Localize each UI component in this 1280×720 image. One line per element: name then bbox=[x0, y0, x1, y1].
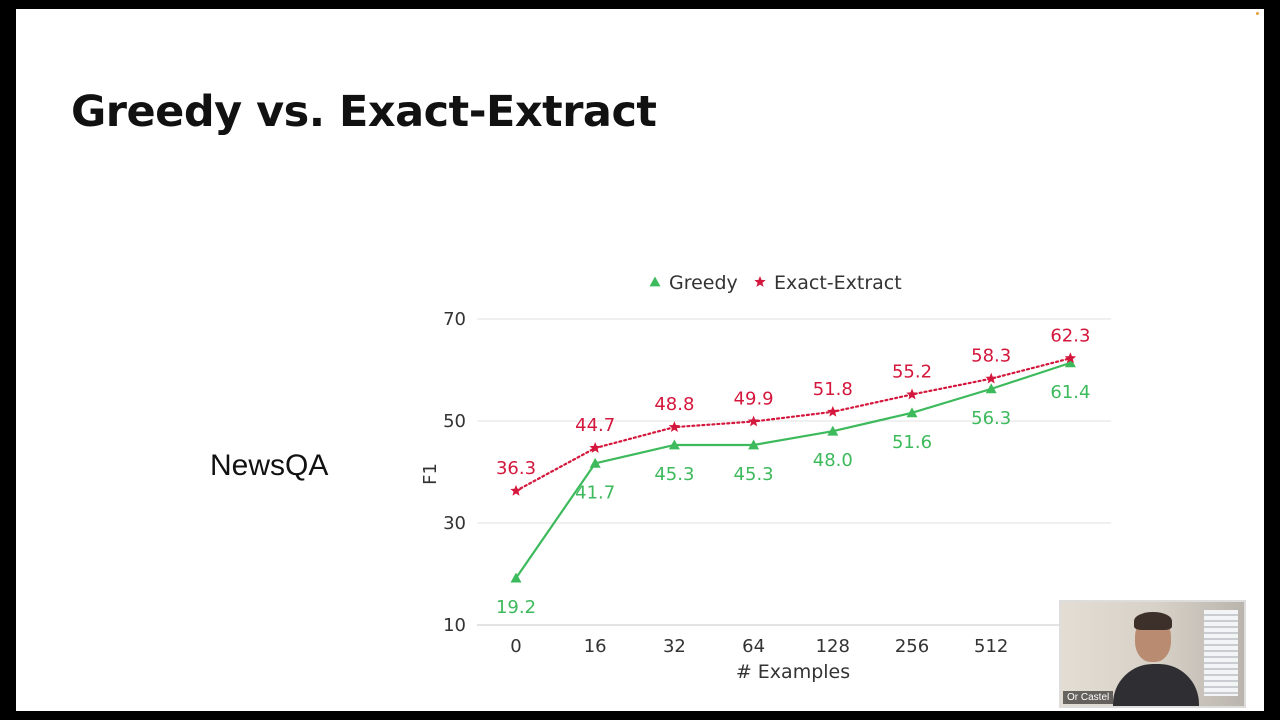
star-marker bbox=[589, 442, 601, 453]
recording-indicator-dot bbox=[1256, 12, 1259, 15]
data-label: 48.0 bbox=[813, 450, 853, 471]
data-label: 55.2 bbox=[892, 361, 932, 382]
triangle-marker bbox=[827, 425, 839, 436]
data-label: 48.8 bbox=[654, 394, 694, 415]
webcam-participant-name: Or Castel bbox=[1063, 691, 1114, 704]
data-label: 61.4 bbox=[1050, 382, 1090, 403]
data-label: 62.3 bbox=[1050, 325, 1090, 346]
x-tick-label: 256 bbox=[895, 636, 929, 657]
y-axis-title: F1 bbox=[420, 463, 441, 485]
y-tick-label: 30 bbox=[443, 513, 466, 534]
triangle-marker bbox=[906, 407, 918, 418]
triangle-marker bbox=[1064, 357, 1076, 368]
data-label: 45.3 bbox=[734, 464, 774, 485]
chart-data-labels: 19.2 41.7 45.3 45.3 48.0 51.6 56.3 61.4 36.3 44.7… bbox=[496, 325, 1090, 618]
x-tick-label: 512 bbox=[974, 636, 1008, 657]
data-label: 45.3 bbox=[654, 464, 694, 485]
star-marker bbox=[747, 415, 760, 427]
chart-gridlines bbox=[477, 318, 1111, 626]
x-tick-label: 0 bbox=[510, 636, 521, 657]
y-tick-label: 50 bbox=[443, 411, 466, 432]
y-axis-ticks: 10 30 50 70 bbox=[443, 309, 466, 636]
x-tick-label: 16 bbox=[584, 636, 607, 657]
dataset-label: NewsQA bbox=[210, 449, 329, 482]
series-line-exact-extract bbox=[514, 357, 1072, 492]
chart-legend: Greedy Exact-Extract bbox=[649, 272, 902, 294]
series-line-greedy bbox=[514, 361, 1072, 580]
data-label: 36.3 bbox=[496, 458, 536, 479]
y-tick-label: 10 bbox=[443, 615, 466, 636]
data-label: 49.9 bbox=[734, 389, 774, 410]
data-label: 58.3 bbox=[971, 346, 1011, 367]
x-tick-label: 128 bbox=[816, 636, 850, 657]
legend-star-marker bbox=[754, 276, 766, 287]
triangle-marker bbox=[668, 439, 680, 450]
triangle-marker bbox=[510, 572, 522, 583]
data-label: 56.3 bbox=[971, 408, 1011, 429]
data-label: 51.6 bbox=[892, 432, 932, 453]
triangle-marker bbox=[748, 439, 760, 450]
slide-title: Greedy vs. Exact-Extract bbox=[71, 87, 657, 137]
slide: Greedy vs. Exact-Extract NewsQA bbox=[16, 9, 1264, 711]
x-tick-label: 64 bbox=[742, 636, 765, 657]
x-axis-title: # Examples bbox=[736, 661, 850, 683]
webcam-person-hair bbox=[1134, 612, 1172, 630]
y-tick-label: 70 bbox=[443, 309, 466, 330]
legend-label: Greedy bbox=[669, 272, 738, 294]
star-marker bbox=[1064, 352, 1077, 364]
star-marker bbox=[510, 484, 522, 496]
data-label: 44.7 bbox=[575, 415, 615, 436]
data-label: 41.7 bbox=[575, 482, 615, 503]
webcam-video-thumbnail[interactable]: Or Castel bbox=[1059, 600, 1246, 708]
star-marker bbox=[668, 421, 681, 432]
data-label: 51.8 bbox=[813, 379, 853, 400]
legend-triangle-marker bbox=[649, 276, 661, 287]
legend-label: Exact-Extract bbox=[774, 272, 902, 294]
star-marker bbox=[985, 372, 997, 384]
star-marker bbox=[827, 405, 839, 417]
star-marker bbox=[906, 388, 918, 400]
triangle-marker bbox=[589, 457, 601, 468]
data-label: 19.2 bbox=[496, 597, 536, 618]
x-tick-label: 32 bbox=[663, 636, 686, 657]
webcam-window-blinds bbox=[1204, 610, 1238, 696]
triangle-marker bbox=[985, 383, 997, 394]
chart-series bbox=[510, 352, 1077, 583]
